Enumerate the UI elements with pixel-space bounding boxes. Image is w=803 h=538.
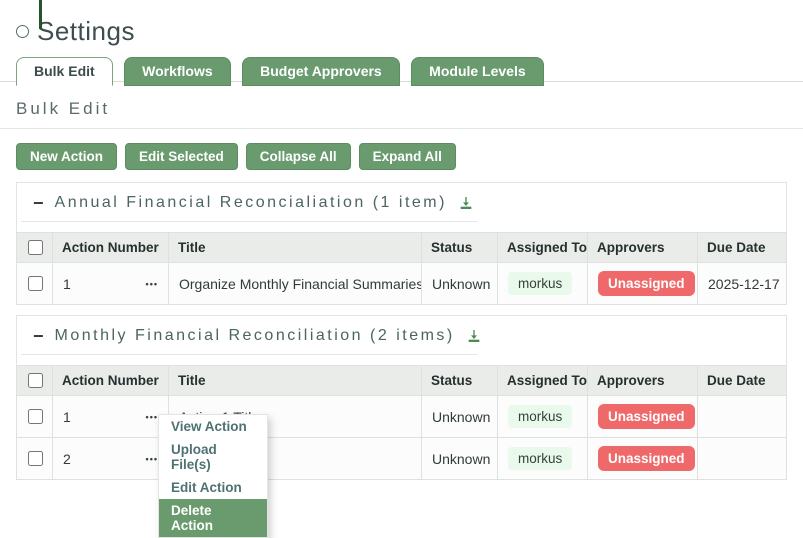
tab-budget-approvers[interactable]: Budget Approvers xyxy=(242,57,400,86)
top-vertical-line xyxy=(39,0,42,29)
due-date xyxy=(697,437,787,480)
new-action-button[interactable]: New Action xyxy=(16,143,118,170)
expand-all-button[interactable]: Expand All xyxy=(358,143,456,170)
menu-item-delete-action[interactable]: Delete Action xyxy=(159,499,267,537)
select-all-checkbox[interactable] xyxy=(27,240,43,255)
page-title-row: Settings xyxy=(16,16,787,47)
column-header-approvers: Approvers xyxy=(587,232,698,263)
row-checkbox[interactable] xyxy=(27,276,43,291)
assigned-to-badge: morkus xyxy=(508,447,573,470)
section-heading: Bulk Edit xyxy=(16,99,111,118)
column-header-title: Title xyxy=(168,365,422,396)
select-all-checkbox[interactable] xyxy=(27,373,43,388)
action-status: Unknown xyxy=(421,395,498,438)
column-header-assigned-to: Assigned To xyxy=(497,365,588,396)
settings-bullet-icon xyxy=(16,25,29,38)
table-row: 1••• Action 1 Title Unknown morkus Unass… xyxy=(16,395,787,438)
table-row: 1 ••• Organize Monthly Financial Summarie… xyxy=(16,262,787,305)
collapse-icon[interactable]: − xyxy=(33,193,44,213)
column-header-status: Status xyxy=(421,232,498,263)
group-title: Annual Financial Reconcialiation (1 item… xyxy=(54,194,447,211)
approvers-badge: Unassigned xyxy=(598,404,695,429)
group-header: − Monthly Financial Reconciliation (2 it… xyxy=(17,316,786,346)
column-header-action-number: Action Number xyxy=(52,365,169,396)
action-number: 1 xyxy=(63,408,71,425)
column-header-due-date: Due Date xyxy=(697,365,787,396)
tab-bar-divider xyxy=(0,81,803,82)
column-header-due-date: Due Date xyxy=(697,232,787,263)
group-monthly-financial: − Monthly Financial Reconciliation (2 it… xyxy=(16,315,787,480)
approvers-badge: Unassigned xyxy=(598,446,695,471)
group-annual-financial: − Annual Financial Reconcialiation (1 it… xyxy=(16,182,787,305)
action-status: Unknown xyxy=(421,262,498,305)
download-icon[interactable] xyxy=(458,195,474,211)
column-header-approvers: Approvers xyxy=(587,365,698,396)
due-date xyxy=(697,395,787,438)
row-actions-context-menu: View Action Upload File(s) Edit Action D… xyxy=(158,414,268,538)
column-header-assigned-to: Assigned To xyxy=(497,232,588,263)
menu-item-edit-action[interactable]: Edit Action xyxy=(171,480,242,495)
more-actions-icon[interactable]: ••• xyxy=(145,411,158,422)
actions-table: Action Number Title Status Assigned To A… xyxy=(16,365,787,480)
download-icon[interactable] xyxy=(466,328,482,344)
group-title: Monthly Financial Reconciliation (2 item… xyxy=(54,327,455,344)
more-actions-icon[interactable]: ••• xyxy=(145,278,158,289)
collapse-all-button[interactable]: Collapse All xyxy=(245,143,351,170)
main-container: Settings Bulk Edit Workflows Budget Appr… xyxy=(0,16,803,480)
table-header-row: Action Number Title Status Assigned To A… xyxy=(16,365,787,396)
assigned-to-badge: morkus xyxy=(508,405,573,428)
action-number: 2 xyxy=(63,450,71,467)
tab-module-levels[interactable]: Module Levels xyxy=(411,57,544,86)
group-header-divider xyxy=(21,221,477,222)
tab-workflows[interactable]: Workflows xyxy=(124,57,231,86)
tab-bulk-edit[interactable]: Bulk Edit xyxy=(16,57,113,86)
table-header-row: Action Number Title Status Assigned To A… xyxy=(16,232,787,263)
column-header-title: Title xyxy=(168,232,422,263)
column-header-action-number: Action Number xyxy=(52,232,169,263)
actions-table: Action Number Title Status Assigned To A… xyxy=(16,232,787,305)
edit-selected-button[interactable]: Edit Selected xyxy=(125,143,238,170)
assigned-to-badge: morkus xyxy=(508,272,573,295)
menu-item-view-action[interactable]: View Action xyxy=(171,419,247,434)
approvers-badge: Unassigned xyxy=(598,271,695,296)
column-header-status: Status xyxy=(421,365,498,396)
heading-divider xyxy=(0,128,803,129)
action-status: Unknown xyxy=(421,437,498,480)
toolbar: New Action Edit Selected Collapse All Ex… xyxy=(16,143,787,170)
row-checkbox[interactable] xyxy=(27,409,43,424)
menu-item-upload-files[interactable]: Upload File(s) xyxy=(171,442,217,472)
table-row: 2 ••• Unknown morkus Unassigned xyxy=(16,437,787,480)
due-date: 2025-12-17 xyxy=(697,262,787,305)
page-title: Settings xyxy=(37,16,135,46)
group-header-divider xyxy=(21,354,477,355)
action-number: 1 xyxy=(63,275,71,292)
collapse-icon[interactable]: − xyxy=(33,326,44,346)
more-actions-icon[interactable]: ••• xyxy=(145,453,158,464)
group-header: − Annual Financial Reconcialiation (1 it… xyxy=(17,183,786,213)
tab-bar: Bulk Edit Workflows Budget Approvers Mod… xyxy=(0,57,803,87)
action-title: Organize Monthly Financial Summaries xyxy=(168,262,422,305)
row-checkbox[interactable] xyxy=(27,451,43,466)
